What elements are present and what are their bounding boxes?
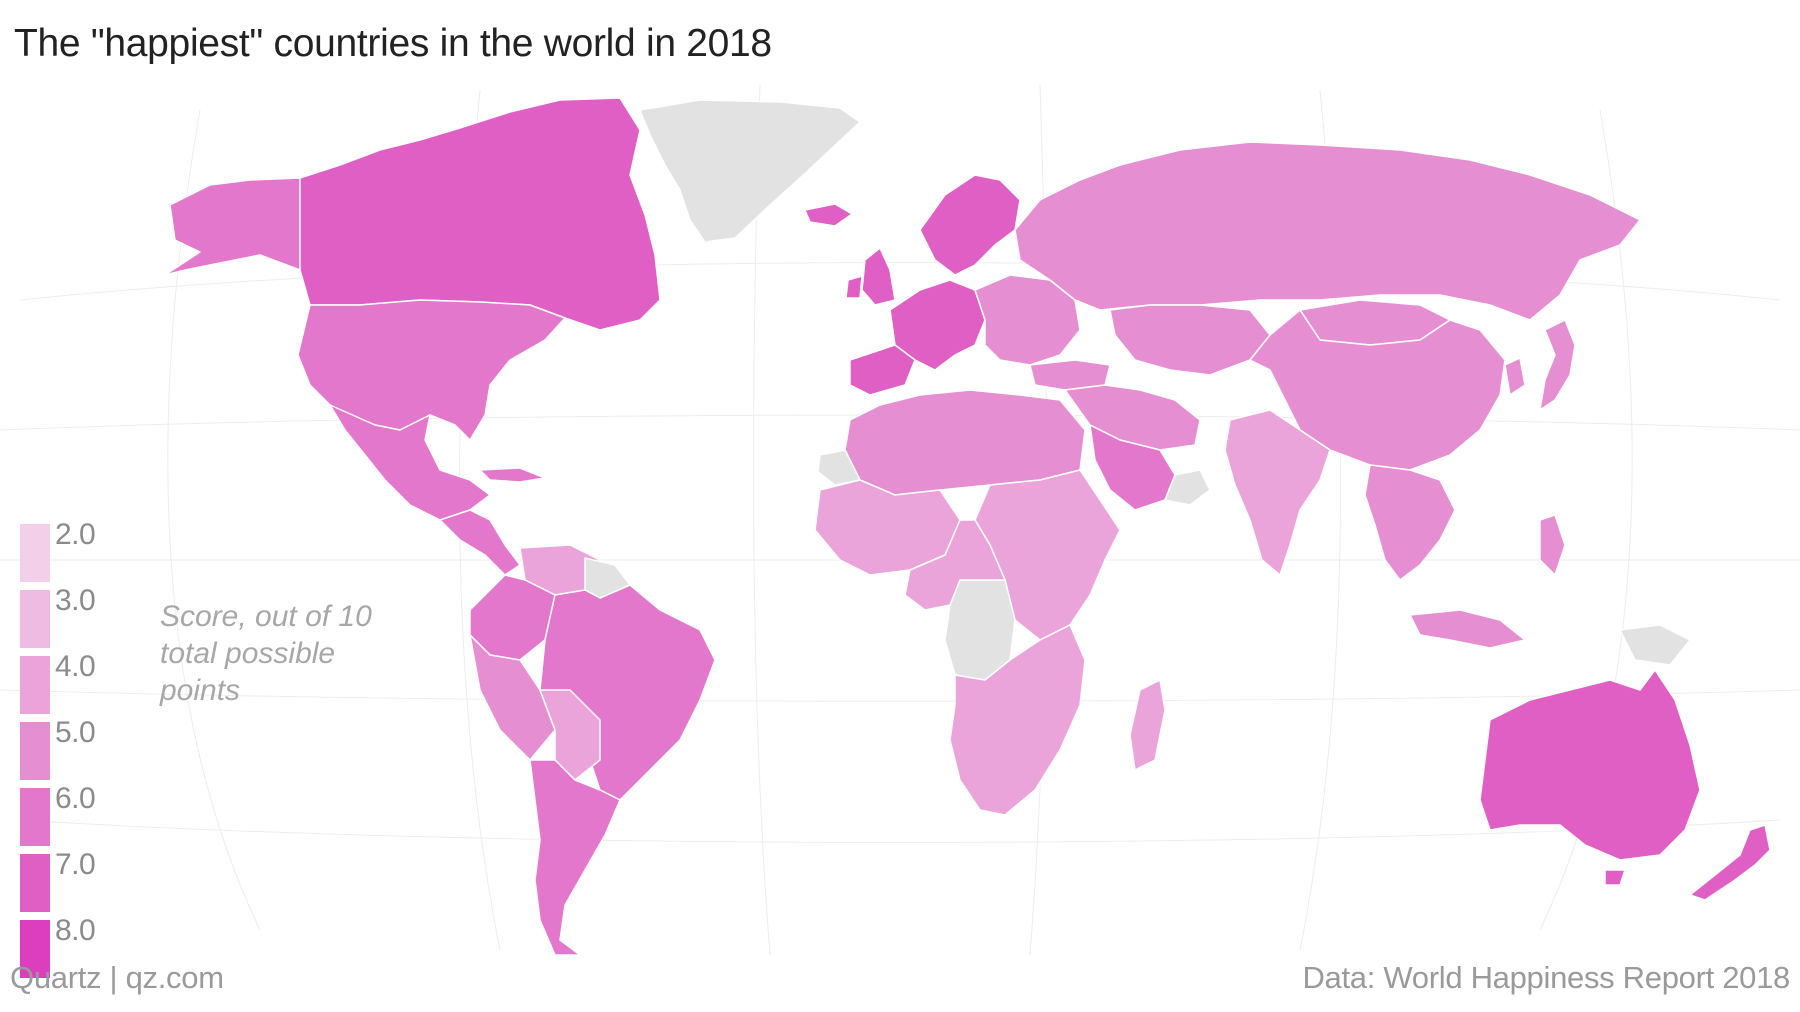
region-australia [1479, 669, 1701, 861]
region-madagascar [1129, 679, 1166, 771]
region-indonesia [1409, 609, 1526, 649]
region-southeast-asia [1364, 464, 1456, 581]
chart-title: The "happiest" countries in the world in… [14, 22, 772, 65]
region-canada [299, 97, 661, 331]
region-central-africa [904, 519, 1006, 611]
region-cuba [479, 467, 546, 483]
region-china [1249, 309, 1506, 471]
credit-text: Quartz | qz.com [10, 960, 224, 995]
region-uk [861, 247, 896, 306]
region-russia [1014, 141, 1641, 321]
region-iberia [849, 344, 916, 396]
region-argentina [529, 759, 621, 956]
legend-tick-label: 4.0 [55, 650, 96, 683]
region-japan [1539, 319, 1576, 411]
legend-tick-label: 7.0 [55, 848, 96, 881]
region-tasmania [1604, 869, 1626, 886]
region-greenland [639, 99, 861, 243]
legend-note: Score, out of 10 total possible points [160, 600, 372, 707]
region-southern-africa [949, 624, 1086, 816]
legend-tick-label: 2.0 [55, 518, 96, 551]
region-philippines [1539, 514, 1566, 576]
region-korea [1504, 357, 1526, 396]
region-scandinavia [919, 174, 1021, 276]
legend-tick-label: 5.0 [55, 716, 96, 749]
region-ireland [845, 275, 863, 299]
legend-swatch [20, 788, 50, 846]
legend-tick-label: 3.0 [55, 584, 96, 617]
region-iceland [804, 203, 853, 227]
region-alaska [164, 177, 301, 276]
region-eastern-europe [974, 274, 1081, 366]
legend-swatch [20, 524, 50, 582]
legend-swatch [20, 722, 50, 780]
legend-swatch [20, 854, 50, 912]
legend-swatch [20, 590, 50, 648]
legend-tick-label: 6.0 [55, 782, 96, 815]
legend-swatch [20, 920, 50, 978]
region-new-zealand [1689, 824, 1771, 901]
region-central-asia [1109, 304, 1271, 376]
legend-swatch [20, 656, 50, 714]
region-oman [1164, 469, 1211, 506]
region-bolivia [539, 689, 601, 781]
region-mexico [329, 404, 491, 521]
region-png [1619, 624, 1691, 666]
region-central-america [439, 509, 521, 576]
legend-tick-label: 8.0 [55, 914, 96, 947]
region-middle-east [1064, 384, 1201, 451]
source-text: Data: World Happiness Report 2018 [1302, 960, 1790, 995]
region-india [1224, 409, 1331, 576]
